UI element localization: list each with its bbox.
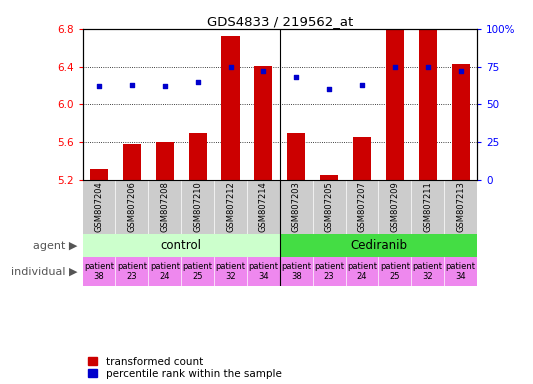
Point xyxy=(193,79,202,85)
Text: control: control xyxy=(161,239,201,252)
Text: patient
38: patient 38 xyxy=(84,262,114,281)
Point xyxy=(292,74,301,80)
Point xyxy=(226,63,235,70)
Bar xyxy=(386,29,404,180)
Text: GSM807203: GSM807203 xyxy=(292,182,301,232)
Text: GSM807210: GSM807210 xyxy=(193,182,202,232)
Bar xyxy=(189,133,207,180)
Title: GDS4833 / 219562_at: GDS4833 / 219562_at xyxy=(207,15,353,28)
Bar xyxy=(123,144,141,180)
Bar xyxy=(353,137,371,180)
Point xyxy=(325,86,334,92)
Point xyxy=(358,82,366,88)
Bar xyxy=(320,175,338,180)
Bar xyxy=(451,64,470,180)
Text: patient
32: patient 32 xyxy=(413,262,443,281)
Text: GSM807207: GSM807207 xyxy=(358,182,367,232)
Bar xyxy=(280,234,477,257)
Text: patient
38: patient 38 xyxy=(281,262,311,281)
Point xyxy=(456,68,465,74)
Point xyxy=(423,63,432,70)
Text: individual ▶: individual ▶ xyxy=(11,266,77,277)
Text: Cediranib: Cediranib xyxy=(350,239,407,252)
Bar xyxy=(90,169,108,180)
Text: agent ▶: agent ▶ xyxy=(33,241,77,251)
Text: GSM807208: GSM807208 xyxy=(160,182,169,232)
Point xyxy=(160,83,169,89)
Bar xyxy=(83,234,280,257)
Text: GSM807213: GSM807213 xyxy=(456,182,465,232)
Text: GSM807214: GSM807214 xyxy=(259,182,268,232)
Text: patient
24: patient 24 xyxy=(347,262,377,281)
Text: patient
24: patient 24 xyxy=(150,262,180,281)
Text: patient
25: patient 25 xyxy=(183,262,213,281)
Text: patient
23: patient 23 xyxy=(117,262,147,281)
Text: GSM807211: GSM807211 xyxy=(423,182,432,232)
Point xyxy=(95,83,103,89)
Legend: transformed count, percentile rank within the sample: transformed count, percentile rank withi… xyxy=(88,357,281,379)
Bar xyxy=(222,36,239,180)
Text: GSM807205: GSM807205 xyxy=(325,182,334,232)
Text: GSM807206: GSM807206 xyxy=(127,182,136,232)
Bar xyxy=(287,133,305,180)
Text: patient
32: patient 32 xyxy=(215,262,246,281)
Bar xyxy=(254,66,272,180)
Bar xyxy=(419,29,437,180)
Point xyxy=(127,82,136,88)
Bar xyxy=(156,142,174,180)
Text: patient
25: patient 25 xyxy=(380,262,410,281)
Point xyxy=(391,63,399,70)
Point xyxy=(259,68,268,74)
Text: GSM807212: GSM807212 xyxy=(226,182,235,232)
Text: patient
23: patient 23 xyxy=(314,262,344,281)
Text: GSM807204: GSM807204 xyxy=(94,182,103,232)
Text: GSM807209: GSM807209 xyxy=(390,182,399,232)
Text: patient
34: patient 34 xyxy=(248,262,278,281)
Text: patient
34: patient 34 xyxy=(446,262,475,281)
